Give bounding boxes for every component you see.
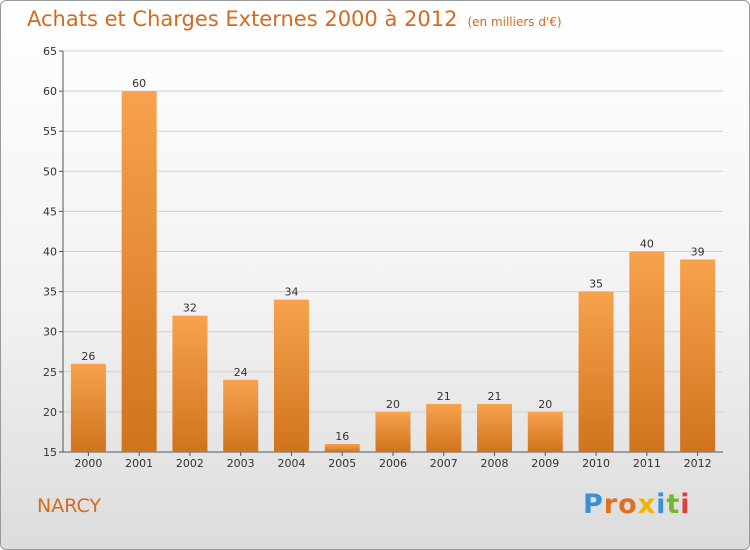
value-label: 26: [81, 350, 95, 363]
bar-2000: [70, 363, 106, 452]
y-tick-label: 60: [43, 85, 57, 98]
bar-2002: [172, 315, 208, 452]
x-tick-label: 2012: [684, 457, 712, 470]
y-tick-label: 20: [43, 406, 57, 419]
x-tick-label: 2010: [582, 457, 610, 470]
proxiti-logo: Proxiti: [583, 489, 691, 520]
y-tick-label: 45: [43, 205, 57, 218]
bar-2006: [375, 411, 411, 452]
x-tick-label: 2002: [176, 457, 204, 470]
y-tick-label: 40: [43, 246, 57, 259]
value-label: 21: [437, 390, 451, 403]
gridlines: [63, 50, 723, 453]
commune-name: NARCY: [37, 495, 102, 517]
x-tick-label: 2011: [633, 457, 661, 470]
value-label: 40: [640, 238, 654, 251]
value-label: 39: [691, 246, 705, 259]
x-tick-label: 2005: [328, 457, 356, 470]
value-label: 20: [386, 398, 400, 411]
y-tick-label: 25: [43, 366, 57, 379]
value-label: 60: [132, 77, 146, 90]
x-tick-label: 2008: [481, 457, 509, 470]
y-tick-label: 50: [43, 165, 57, 178]
chart-title: Achats et Charges Externes 2000 à 2012 (e…: [27, 7, 562, 31]
bar-2008: [477, 403, 513, 452]
bar-2012: [680, 259, 716, 452]
x-tick-label: 2003: [227, 457, 255, 470]
chart-subtitle: (en milliers d'€): [467, 15, 562, 29]
bar-2005: [324, 443, 360, 452]
value-label: 21: [488, 390, 502, 403]
y-tick-label: 15: [43, 446, 57, 459]
y-tick-label: 55: [43, 125, 57, 138]
chart-title-text: Achats et Charges Externes 2000 à 2012: [27, 7, 458, 31]
y-tick-label: 30: [43, 326, 57, 339]
bars: [70, 91, 716, 452]
bar-2009: [527, 411, 563, 452]
x-tick-label: 2000: [74, 457, 102, 470]
value-label: 16: [335, 430, 349, 443]
value-label: 24: [234, 366, 248, 379]
value-label: 20: [538, 398, 552, 411]
bar-2003: [223, 379, 259, 452]
x-tick-label: 2006: [379, 457, 407, 470]
labels: 2000 26 2001 60 2002 32 2003 24 2004 34 2005 16 2006…: [74, 77, 711, 470]
value-label: 34: [284, 286, 298, 299]
x-tick-label: 2004: [277, 457, 305, 470]
x-tick-label: 2009: [531, 457, 559, 470]
value-label: 35: [589, 278, 603, 291]
bar-2007: [426, 403, 462, 452]
bar-2010: [578, 291, 614, 452]
y-tick-label: 65: [43, 45, 57, 58]
value-label: 32: [183, 302, 197, 315]
bar-2001: [121, 91, 157, 452]
x-tick-label: 2001: [125, 457, 153, 470]
bar-2011: [629, 251, 665, 452]
x-tick-label: 2007: [430, 457, 458, 470]
y-tick-label: 35: [43, 286, 57, 299]
bar-2004: [273, 299, 309, 452]
